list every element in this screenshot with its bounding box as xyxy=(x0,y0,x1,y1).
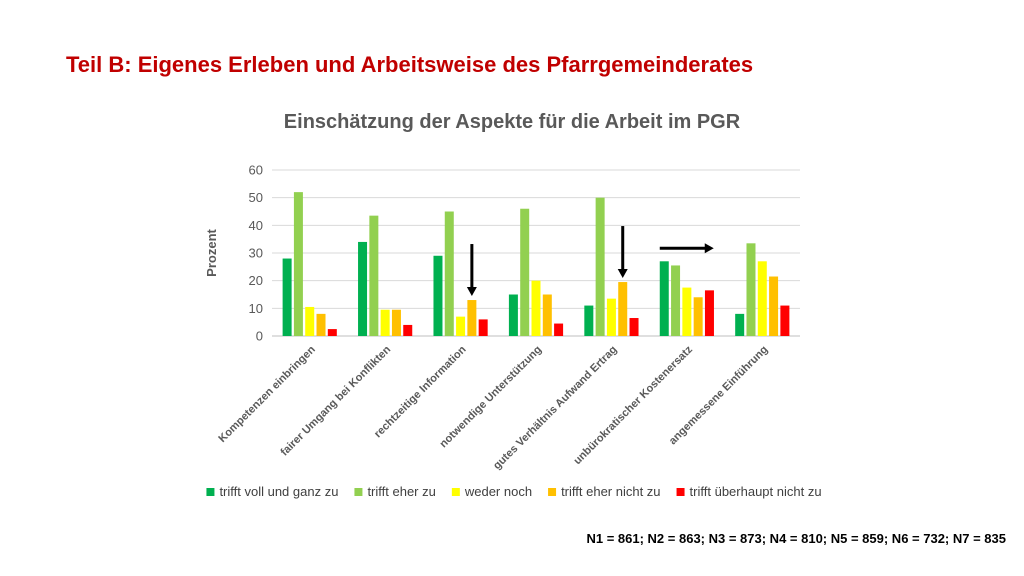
bar xyxy=(327,329,337,336)
y-tick-label: 20 xyxy=(249,273,263,288)
bar xyxy=(391,309,401,336)
bar xyxy=(282,258,292,336)
legend: trifft voll und ganz zu trifft eher zu wed… xyxy=(206,484,822,499)
bar xyxy=(467,300,477,336)
y-axis-ticks: 0 10 20 30 40 50 60 xyxy=(249,163,263,344)
bar xyxy=(542,294,552,336)
legend-label: trifft voll und ganz zu xyxy=(219,484,338,499)
bars xyxy=(282,192,790,336)
bar xyxy=(746,243,756,336)
legend-label: weder noch xyxy=(464,484,532,499)
legend-label: trifft überhaupt nicht zu xyxy=(690,484,822,499)
bar xyxy=(618,282,628,336)
annotation-arrows xyxy=(466,226,714,297)
bar xyxy=(403,324,413,336)
bar xyxy=(456,316,466,336)
bar xyxy=(444,211,454,336)
bar xyxy=(554,323,564,336)
legend-item: trifft eher nicht zu xyxy=(548,484,661,499)
legend-label: trifft eher nicht zu xyxy=(561,484,660,499)
bar xyxy=(531,280,541,336)
bar xyxy=(316,313,326,336)
legend-swatch xyxy=(676,488,685,496)
arrow-down-head xyxy=(466,287,477,297)
legend-swatch xyxy=(206,488,215,496)
legend-label: trifft eher zu xyxy=(367,484,435,499)
y-tick-label: 40 xyxy=(249,218,263,233)
bar xyxy=(704,290,714,336)
bar xyxy=(358,241,368,336)
bar xyxy=(757,261,767,336)
legend-item: trifft voll und ganz zu xyxy=(206,484,338,499)
bar xyxy=(520,208,530,336)
bar xyxy=(682,287,692,336)
x-category-label: gutes Verhältnis Aufwand Ertrag xyxy=(491,344,619,472)
bar xyxy=(671,265,681,336)
x-category-label: unbürokratischer Kostenersatz xyxy=(572,343,696,467)
y-tick-label: 0 xyxy=(256,329,263,344)
y-tick-label: 60 xyxy=(249,163,263,178)
bar xyxy=(595,197,605,336)
y-axis-title: Prozent xyxy=(204,228,219,276)
sample-size-footnote: N1 = 861; N2 = 863; N3 = 873; N4 = 810; … xyxy=(586,531,1006,546)
legend-item: trifft überhaupt nicht zu xyxy=(676,484,822,499)
slide-title: Teil B: Eigenes Erleben und Arbeitsweise… xyxy=(66,52,754,77)
y-tick-label: 10 xyxy=(249,301,263,316)
bar xyxy=(584,305,594,336)
y-tick-label: 30 xyxy=(249,246,263,261)
bar xyxy=(433,255,443,336)
y-tick-label: 50 xyxy=(249,190,263,205)
legend-swatch xyxy=(354,488,363,496)
bar xyxy=(693,297,703,336)
legend-item: weder noch xyxy=(451,484,532,499)
bar xyxy=(629,318,639,336)
bar xyxy=(478,319,488,336)
bar xyxy=(769,276,779,336)
legend-item: trifft eher zu xyxy=(354,484,436,499)
arrow-down-head xyxy=(617,269,628,279)
chart-title: Einschätzung der Aspekte für die Arbeit … xyxy=(284,111,741,133)
legend-swatch xyxy=(548,488,557,496)
bar xyxy=(659,261,669,336)
bar xyxy=(508,294,518,336)
bar xyxy=(780,305,790,336)
bar xyxy=(369,215,379,336)
bar xyxy=(380,309,390,336)
bar xyxy=(606,298,616,336)
bar xyxy=(735,313,745,336)
legend-swatch xyxy=(451,488,460,496)
bar xyxy=(293,192,303,336)
bar xyxy=(305,306,315,336)
arrow-right-head xyxy=(704,243,714,254)
